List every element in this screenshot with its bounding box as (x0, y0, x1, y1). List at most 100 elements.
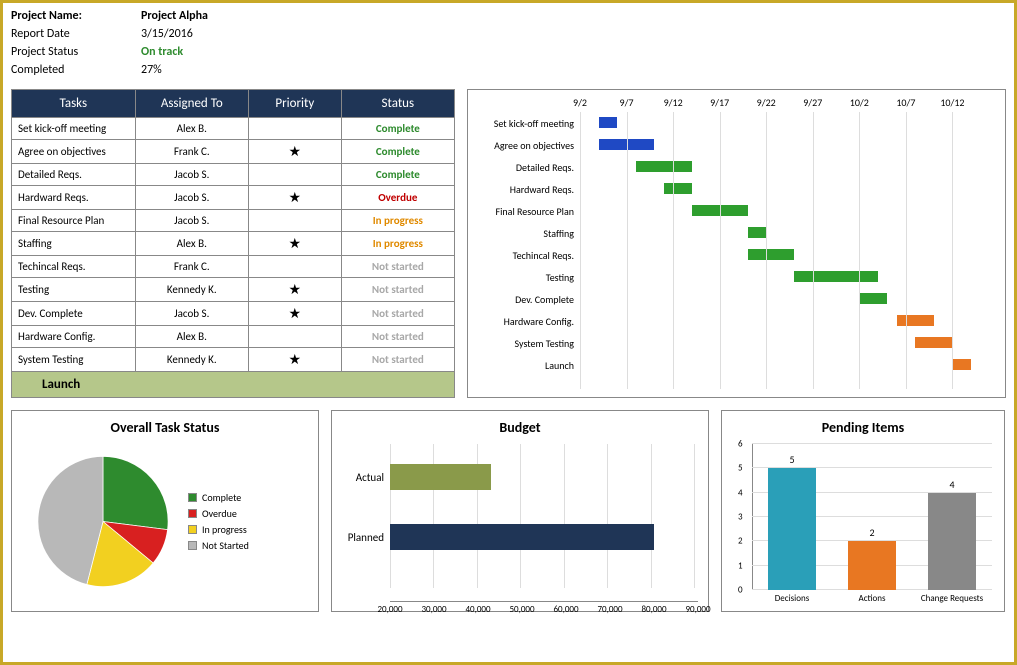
legend-label: Overdue (202, 507, 237, 520)
gantt-label: Testing (470, 266, 580, 288)
cell-task: System Testing (12, 348, 136, 372)
legend-label: Complete (202, 491, 241, 504)
col-status: Status (341, 90, 454, 118)
table-row[interactable]: Techincal Reqs.Frank C.Not started (12, 256, 455, 278)
table-row[interactable]: System TestingKennedy K.★Not started (12, 348, 455, 372)
gantt-label: Staffing (470, 222, 580, 244)
gantt-label: Techincal Reqs. (470, 244, 580, 266)
pending-ytick: 4 (738, 487, 743, 498)
cell-assigned: Kennedy K. (135, 278, 248, 302)
pending-bar (768, 468, 816, 590)
label-report-date: Report Date (11, 27, 141, 41)
gantt-tick: 10/12 (940, 96, 964, 109)
table-row[interactable]: Dev. CompleteJacob S.★Not started (12, 302, 455, 326)
cell-priority: ★ (248, 302, 341, 326)
gantt-row (580, 288, 999, 310)
cell-assigned: Kennedy K. (135, 348, 248, 372)
cell-status: Not started (341, 278, 454, 302)
gantt-bar (664, 183, 692, 194)
table-row[interactable]: TestingKennedy K.★Not started (12, 278, 455, 302)
gantt-row (580, 332, 999, 354)
pending-xtick: Decisions (775, 593, 809, 604)
cell-priority: ★ (248, 278, 341, 302)
grid-line (752, 443, 992, 444)
budget-title: Budget (338, 419, 702, 436)
gantt-bar (859, 293, 887, 304)
pending-panel: Pending Items 0123456Decisions5Actions2C… (721, 410, 1005, 612)
star-icon: ★ (289, 235, 302, 252)
gantt-tick: 10/7 (896, 96, 915, 109)
table-row[interactable]: StaffingAlex B.★In progress (12, 232, 455, 256)
gantt-tick: 9/22 (757, 96, 776, 109)
pending-ytick: 5 (738, 463, 743, 474)
star-icon: ★ (289, 189, 302, 206)
cell-status: Complete (341, 164, 454, 186)
gantt-tick: 9/7 (620, 96, 634, 109)
launch-label: Launch (12, 372, 455, 398)
gantt-bar (748, 249, 795, 260)
budget-row: Actual (342, 464, 698, 490)
cell-status: Complete (341, 118, 454, 140)
table-row[interactable]: Hardware Config.Alex B.Not started (12, 326, 455, 348)
cell-status: Complete (341, 140, 454, 164)
pending-xtick: Change Requests (921, 593, 983, 604)
gantt-row (580, 200, 999, 222)
pending-value: 4 (949, 478, 954, 491)
legend-label: In progress (202, 523, 247, 536)
cell-task: Techincal Reqs. (12, 256, 136, 278)
cell-assigned: Alex B. (135, 232, 248, 256)
gantt-row (580, 310, 999, 332)
cell-task: Staffing (12, 232, 136, 256)
cell-assigned: Jacob S. (135, 210, 248, 232)
cell-priority: ★ (248, 232, 341, 256)
pending-bar (848, 541, 896, 590)
cell-assigned: Frank C. (135, 140, 248, 164)
budget-tick: 70,000 (597, 604, 622, 615)
budget-tick: 20,000 (377, 604, 402, 615)
budget-bar (390, 464, 491, 490)
gantt-label: Agree on objectives (470, 134, 580, 156)
budget-tick: 40,000 (465, 604, 490, 615)
budget-tick: 90,000 (685, 604, 710, 615)
table-row[interactable]: Detailed Reqs.Jacob S.Complete (12, 164, 455, 186)
cell-status: In progress (341, 210, 454, 232)
star-icon: ★ (289, 281, 302, 298)
budget-label: Planned (342, 531, 390, 544)
star-icon: ★ (289, 143, 302, 160)
launch-row[interactable]: Launch (12, 372, 455, 398)
cell-priority: ★ (248, 348, 341, 372)
cell-assigned: Frank C. (135, 256, 248, 278)
legend-swatch (188, 509, 197, 518)
col-tasks: Tasks (12, 90, 136, 118)
value-project-status: On track (141, 45, 183, 59)
pending-title: Pending Items (728, 419, 998, 436)
table-row[interactable]: Set kick-off meetingAlex B.Complete (12, 118, 455, 140)
gantt-bar (915, 337, 952, 348)
gantt-bar (748, 227, 767, 238)
legend-label: Not Started (202, 539, 249, 552)
legend-item: Complete (188, 491, 249, 504)
budget-label: Actual (342, 471, 390, 484)
label-project-status: Project Status (11, 45, 141, 59)
gantt-tick: 9/2 (573, 96, 587, 109)
cell-priority (248, 118, 341, 140)
cell-status: Not started (341, 348, 454, 372)
gantt-label: Final Resource Plan (470, 200, 580, 222)
table-row[interactable]: Final Resource PlanJacob S.In progress (12, 210, 455, 232)
pending-ytick: 2 (738, 536, 743, 547)
cell-task: Hardware Config. (12, 326, 136, 348)
gantt-bar (897, 315, 934, 326)
pending-ytick: 6 (738, 439, 743, 450)
cell-task: Agree on objectives (12, 140, 136, 164)
gantt-row (580, 134, 999, 156)
table-row[interactable]: Agree on objectivesFrank C. ★ Complete (12, 140, 455, 164)
cell-task: Set kick-off meeting (12, 118, 136, 140)
value-completed: 27% (141, 63, 162, 77)
cell-assigned: Alex B. (135, 326, 248, 348)
pie-panel: Overall Task Status CompleteOverdueIn pr… (11, 410, 319, 612)
table-row[interactable]: Hardward Reqs.Jacob S.★Overdue (12, 186, 455, 210)
project-header: Project Name: Project Alpha Report Date … (11, 7, 1006, 79)
legend-swatch (188, 541, 197, 550)
legend-swatch (188, 493, 197, 502)
legend-item: Not Started (188, 539, 249, 552)
